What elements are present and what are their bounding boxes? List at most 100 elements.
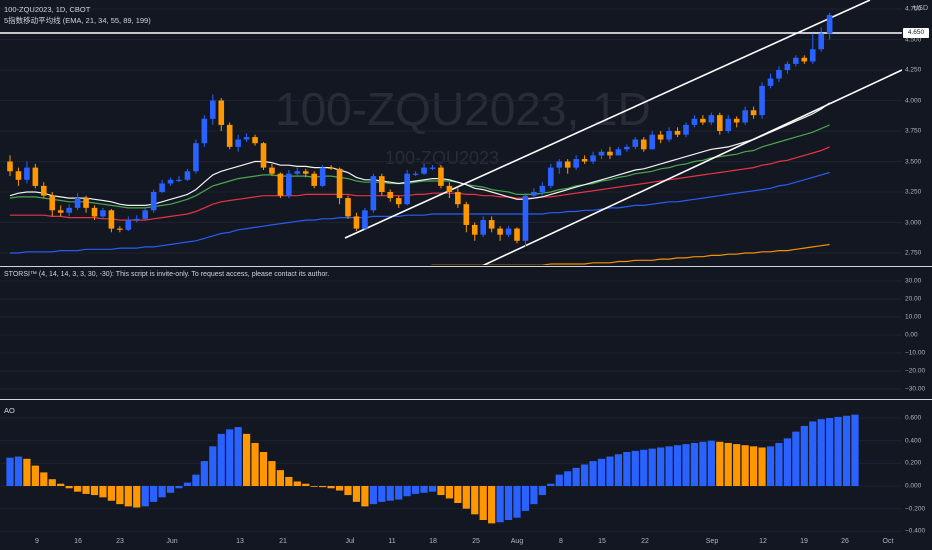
candle-body — [243, 137, 250, 140]
storsi-tick-label: 0.00 — [905, 331, 918, 339]
candle-body — [142, 210, 148, 219]
storsi-legend[interactable]: STORSI™ (4, 14, 14, 3, 3, 30, -30): This… — [4, 271, 330, 278]
time-tick-label: 19 — [800, 538, 808, 545]
time-tick-label: Aug — [510, 538, 524, 545]
ao-bar — [766, 446, 775, 486]
ao-bar — [741, 445, 749, 486]
candle-body — [302, 171, 309, 174]
candle-body — [809, 49, 816, 62]
ao-legend[interactable]: AO — [4, 406, 15, 415]
ao-bar — [285, 476, 293, 486]
candle-body — [100, 210, 106, 217]
ao-bar — [454, 486, 462, 503]
candle-body — [640, 139, 647, 150]
candle-body — [598, 151, 605, 156]
watermark-subtitle: 100-ZQU2023 — [385, 148, 500, 168]
candle-body — [252, 137, 258, 144]
candle-body — [742, 110, 748, 123]
candle-body — [548, 167, 554, 186]
price-axis[interactable]: USD — [902, 0, 932, 266]
storsi-tick-label: 20.00 — [905, 295, 922, 303]
ao-bar — [488, 486, 496, 524]
ao-tick-label: −0.200 — [905, 505, 926, 513]
ao-bar — [57, 483, 65, 486]
candle-body — [294, 171, 301, 174]
candle-body — [74, 198, 81, 208]
ao-bar — [23, 458, 31, 486]
ao-bar — [623, 452, 631, 486]
ao-bar — [648, 448, 656, 486]
candle-body — [260, 143, 267, 168]
ao-bar — [851, 414, 859, 486]
ao-bar — [640, 449, 648, 486]
candle-body — [83, 198, 89, 208]
ao-bar — [217, 433, 225, 486]
candle-body — [66, 207, 72, 213]
time-tick-label: 16 — [74, 538, 82, 545]
candle-body — [590, 155, 596, 162]
symbol-legend[interactable]: 100-ZQU2023, 1D, CBOT — [4, 5, 91, 14]
ao-bar — [479, 486, 487, 520]
time-tick-label: 22 — [641, 538, 649, 545]
candle-body — [412, 173, 419, 175]
candle-body — [463, 204, 470, 225]
ao-bar — [395, 486, 403, 500]
storsi-tick-label: 10.00 — [905, 313, 922, 321]
ema55-line — [10, 146, 830, 221]
candle-body — [776, 70, 782, 79]
ema34-line — [9, 124, 830, 209]
ema-legend[interactable]: 5指数移动平均线 (EMA, 21, 34, 55, 89, 199) — [4, 16, 151, 25]
candle-body — [759, 85, 765, 116]
ao-bar — [547, 483, 555, 486]
pane-separator-bottom[interactable] — [0, 399, 932, 400]
candle-body — [793, 57, 799, 64]
candle-body — [666, 131, 672, 140]
ao-bar — [682, 444, 690, 486]
candle-body — [700, 118, 706, 123]
ao-tick-label: 0.600 — [905, 414, 922, 422]
time-tick-label: 12 — [759, 538, 767, 545]
ao-bar — [428, 486, 437, 492]
ao-bar — [386, 486, 394, 501]
ao-bar — [65, 486, 73, 489]
ao-bar — [589, 461, 597, 486]
candle-body — [531, 192, 537, 196]
candle-body — [717, 115, 723, 131]
ao-bar — [200, 461, 208, 486]
ao-bar — [665, 446, 673, 486]
current-price-tag: 4.650 — [903, 28, 929, 38]
ao-bar — [158, 486, 166, 498]
ao-bar — [293, 481, 301, 486]
ao-bar — [335, 486, 344, 491]
ao-bar — [124, 486, 132, 507]
ao-tick-label: 0.200 — [905, 459, 922, 467]
ao-bar — [842, 415, 851, 486]
ao-bar — [420, 486, 428, 493]
ao-bar — [504, 486, 513, 520]
price-tick-label: 4.500 — [905, 36, 922, 43]
ao-bar — [319, 486, 327, 488]
ao-bar — [369, 486, 377, 505]
ao-bar — [412, 486, 420, 494]
ao-bar — [344, 486, 352, 496]
ao-bar — [141, 486, 149, 507]
ao-bar — [378, 486, 386, 502]
ao-bar — [555, 474, 563, 486]
candle-body — [471, 224, 478, 235]
candle-body — [336, 168, 343, 199]
ao-bar — [310, 486, 318, 487]
ao-bar — [597, 458, 606, 486]
pane-separator-top[interactable] — [0, 266, 932, 267]
candle-body — [750, 110, 757, 116]
ao-bar — [234, 427, 242, 486]
ao-bar — [690, 442, 699, 486]
candle-body — [522, 195, 529, 241]
candle-body — [505, 228, 512, 235]
candle-body — [632, 139, 639, 147]
ao-bar — [826, 418, 834, 486]
ao-bar — [758, 447, 766, 486]
candle-body — [607, 151, 613, 156]
candle-body — [395, 198, 402, 205]
candle-body — [801, 57, 808, 62]
chart-canvas[interactable] — [0, 0, 902, 550]
